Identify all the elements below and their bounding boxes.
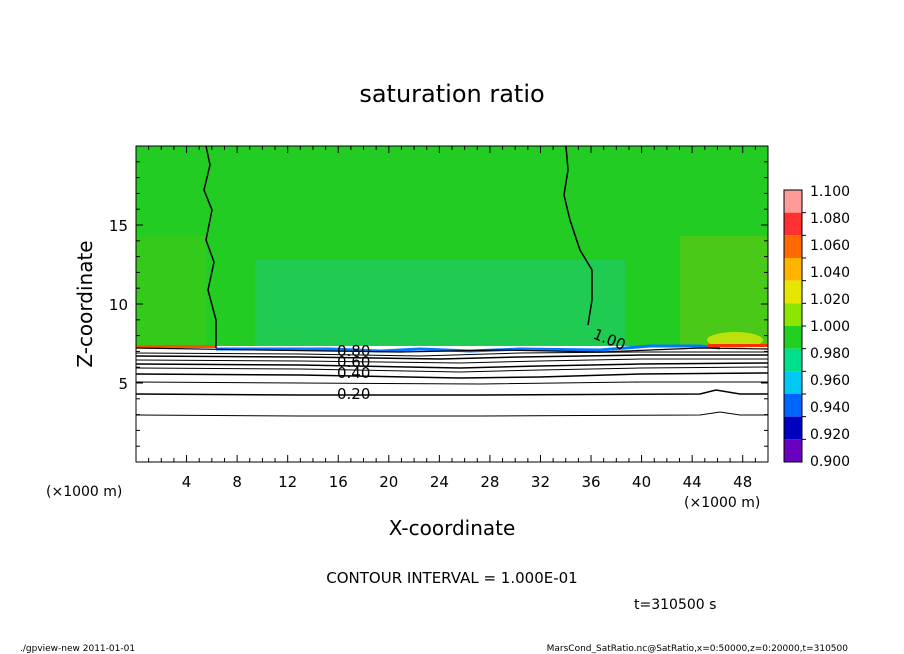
contour-line-0-60 bbox=[135, 362, 769, 369]
contour-line-0-50 bbox=[135, 366, 769, 373]
x-tick-label: 20 bbox=[379, 473, 398, 491]
footer-left: ./gpview-new 2011-01-01 bbox=[20, 644, 135, 654]
colorbar-label: 0.980 bbox=[810, 346, 850, 362]
heatmap-lower-field bbox=[136, 348, 768, 462]
heatmap-right-edge bbox=[680, 236, 768, 346]
contour-label-0-40: 0.40 bbox=[337, 364, 370, 382]
x-tick-label: 16 bbox=[329, 473, 348, 491]
colorbar-swatch bbox=[784, 439, 802, 462]
contour-line-0-40 bbox=[135, 372, 769, 379]
boundary-band-red-right bbox=[708, 344, 768, 347]
plot-area: 1.00 0.80 0.60 0.40 0.20 bbox=[135, 145, 769, 463]
chart-title: saturation ratio bbox=[359, 80, 544, 108]
colorbar-label: 1.100 bbox=[810, 184, 850, 200]
colorbar-swatch bbox=[784, 235, 802, 258]
colorbar-label: 1.080 bbox=[810, 211, 850, 227]
x-tick-label: 44 bbox=[683, 473, 702, 491]
colorbar-swatch bbox=[784, 348, 802, 372]
x-tick-label: 32 bbox=[531, 473, 550, 491]
colorbar-swatch bbox=[784, 416, 802, 440]
footer-right: MarsCond_SatRatio.nc@SatRatio,x=0:50000,… bbox=[547, 644, 849, 654]
colorbar-label: 1.060 bbox=[810, 238, 850, 254]
colorbar-swatch bbox=[784, 394, 802, 417]
y-tick-label: 15 bbox=[109, 217, 128, 235]
x-unit-label-right: (×1000 m) bbox=[684, 495, 760, 511]
contour-line-1-00-right bbox=[563, 145, 593, 326]
x-unit-label-left: (×1000 m) bbox=[46, 484, 122, 500]
colorbar-swatch bbox=[784, 212, 802, 236]
contour-line-0-70 bbox=[135, 358, 768, 364]
x-tick-label: 36 bbox=[581, 473, 600, 491]
x-tick-label: 24 bbox=[430, 473, 449, 491]
y-tick-label: 10 bbox=[109, 296, 128, 314]
colorbar-swatch bbox=[784, 371, 802, 394]
colorbar-swatch bbox=[784, 326, 802, 349]
y-axis-label: Z-coordinate bbox=[73, 240, 97, 367]
x-tick-label: 40 bbox=[632, 473, 651, 491]
colorbar-label: 0.920 bbox=[810, 427, 850, 443]
y-tick-label: 5 bbox=[118, 375, 128, 393]
colorbar-label: 1.020 bbox=[810, 292, 850, 308]
colorbar-swatch bbox=[784, 303, 802, 326]
colorbar-label: 1.040 bbox=[810, 265, 850, 281]
contour-label-0-60: 0.60 bbox=[337, 353, 370, 371]
x-tick-label: 12 bbox=[278, 473, 297, 491]
contour-label-0-20: 0.20 bbox=[337, 385, 370, 403]
x-tick-label: 48 bbox=[733, 473, 752, 491]
x-tick-label: 28 bbox=[480, 473, 499, 491]
x-tick-label: 8 bbox=[232, 473, 242, 491]
colorbar-label: 0.940 bbox=[810, 400, 850, 416]
colorbar: 1.100 1.080 1.060 1.040 1.020 1.000 0.980 0.960… bbox=[783, 184, 850, 470]
contour-interval-text: CONTOUR INTERVAL = 1.000E-01 bbox=[326, 569, 577, 587]
boundary-band-red-left bbox=[136, 345, 216, 348]
y-axis-ticks: 5 10 15 bbox=[109, 161, 768, 447]
colorbar-swatch bbox=[784, 258, 802, 281]
contour-line-1-00-left bbox=[203, 145, 217, 348]
colorbar-label: 1.000 bbox=[810, 319, 850, 335]
x-axis-label: X-coordinate bbox=[389, 516, 516, 540]
colorbar-label: 0.960 bbox=[810, 373, 850, 389]
colorbar-swatch bbox=[784, 190, 802, 213]
contour-label-0-80: 0.80 bbox=[337, 342, 370, 360]
x-tick-label: 4 bbox=[182, 473, 192, 491]
contour-line-0-80 bbox=[135, 354, 768, 360]
contour-line-0-20 bbox=[135, 389, 768, 396]
heatmap-left-edge bbox=[136, 236, 206, 346]
colorbar-swatch bbox=[784, 280, 802, 304]
contour-line-1-00-base bbox=[135, 347, 769, 353]
contour-line-0-30 bbox=[135, 381, 768, 385]
x-axis-ticks: 4 8 12 16 20 24 28 32 36 40 44 48 bbox=[148, 146, 756, 491]
heatmap-cyan-band bbox=[255, 260, 625, 346]
contour-line-0-90 bbox=[135, 351, 768, 357]
colorbar-label: 0.900 bbox=[810, 454, 850, 470]
time-label: t=310500 s bbox=[634, 597, 716, 613]
contour-line-0-10 bbox=[135, 411, 768, 417]
